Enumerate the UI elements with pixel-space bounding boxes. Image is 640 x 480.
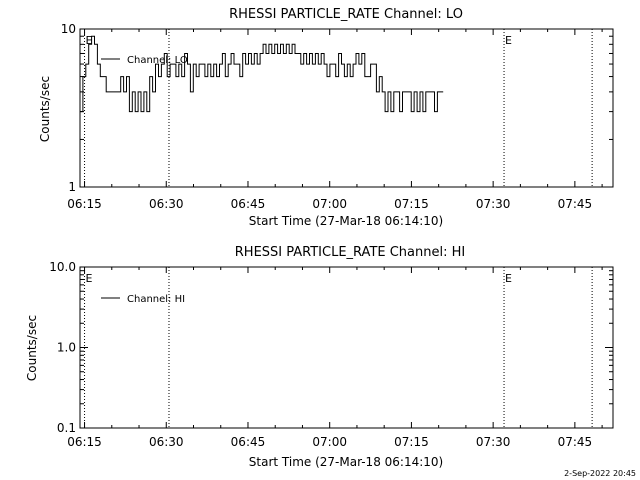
y-axis-label: Counts/sec (25, 315, 39, 381)
chart-title: RHESSI PARTICLE_RATE Channel: HI (235, 245, 465, 260)
chart-panel-lo: RHESSI PARTICLE_RATE Channel: LO 06:15 06… (38, 7, 614, 228)
x-tick-label: 07:45 (558, 197, 593, 211)
y-axis-label: Counts/sec (38, 76, 52, 142)
event-marker-label: E (86, 34, 93, 47)
axis-ticks: 06:15 06:30 06:45 07:00 07:15 07:30 07:45 1 10 (61, 22, 613, 211)
legend-label: Channel: LO (127, 55, 188, 66)
axis-ticks: 06:15 06:30 06:45 07:00 07:15 07:30 07:45 0.1 1.… (49, 260, 613, 449)
y-tick-label: 1.0 (57, 341, 76, 355)
legend: Channel: HI (101, 294, 185, 305)
y-tick-label: 1 (68, 180, 76, 194)
x-tick-label: 06:15 (67, 435, 102, 449)
x-tick-label: 07:00 (312, 197, 347, 211)
x-tick-label: 06:45 (231, 197, 266, 211)
x-tick-label: 07:15 (394, 435, 429, 449)
x-tick-label: 06:45 (231, 435, 266, 449)
plot-frame (79, 28, 614, 188)
x-tick-label: 06:30 (149, 435, 184, 449)
event-marker-label: E (505, 34, 512, 47)
y-tick-label: 0.1 (57, 421, 76, 435)
x-tick-label: 07:30 (476, 435, 511, 449)
x-axis-label: Start Time (27-Mar-18 06:14:10) (249, 455, 443, 469)
x-tick-label: 07:45 (558, 435, 593, 449)
series-line (80, 35, 444, 113)
legend-label: Channel: HI (127, 294, 185, 305)
y-tick-label: 10.0 (49, 260, 76, 274)
data-series (80, 35, 444, 113)
x-tick-label: 07:15 (394, 197, 429, 211)
x-tick-label: 06:30 (149, 197, 184, 211)
x-tick-label: 06:15 (67, 197, 102, 211)
event-marker-label: E (86, 272, 93, 285)
chart-title: RHESSI PARTICLE_RATE Channel: LO (229, 7, 463, 22)
chart-panel-hi: RHESSI PARTICLE_RATE Channel: HI 06:15 06… (25, 245, 614, 469)
x-axis-label: Start Time (27-Mar-18 06:14:10) (249, 214, 443, 228)
event-marker-label: E (505, 272, 512, 285)
footer-timestamp: 2-Sep-2022 20:45 (564, 469, 636, 478)
x-tick-label: 07:00 (312, 435, 347, 449)
x-tick-label: 07:30 (476, 197, 511, 211)
y-tick-label: 10 (61, 22, 76, 36)
legend: Channel: LO (101, 55, 188, 66)
